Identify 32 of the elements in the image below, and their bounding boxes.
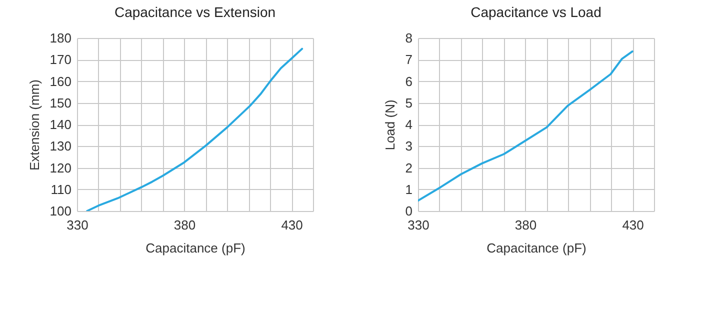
x-tick-label: 330 (408, 218, 430, 232)
y-tick-label: 100 (50, 204, 72, 218)
y-tick-label: 1 (405, 182, 412, 197)
y-tick-label: 180 (50, 30, 72, 46)
y-tick-label: 130 (50, 138, 72, 154)
y-tick-label: 3 (405, 138, 412, 154)
line-series (86, 48, 304, 211)
line-series (418, 50, 634, 202)
x-tick-label: 380 (514, 218, 537, 232)
x-axis-title: Capacitance (pF) (486, 240, 586, 256)
y-tick-label: 7 (405, 52, 412, 68)
y-tick-label: 8 (405, 30, 412, 46)
chart-title: Capacitance vs Extension (114, 4, 276, 20)
y-tick-label: 5 (405, 95, 412, 110)
x-tick-label: 330 (66, 218, 88, 232)
x-axis-title: Capacitance (pF) (146, 240, 246, 256)
x-tick-label: 430 (622, 218, 644, 232)
chart-title: Capacitance vs Load (470, 4, 602, 20)
y-tick-label: 6 (405, 74, 412, 89)
y-axis-title: Load (N) (382, 100, 398, 150)
y-axis-title: Extension (mm) (26, 79, 42, 171)
x-tick-label: 380 (174, 218, 196, 232)
y-tick-label: 4 (405, 117, 412, 132)
y-tick-label: 120 (50, 160, 72, 176)
y-tick-label: 160 (50, 74, 72, 89)
y-tick-label: 150 (50, 95, 72, 110)
x-tick-label: 430 (281, 218, 303, 232)
y-tick-label: 110 (50, 182, 72, 197)
y-tick-label: 2 (405, 160, 412, 176)
y-tick-label: 170 (50, 52, 72, 68)
y-tick-label: 140 (50, 117, 72, 132)
y-tick-label: 0 (405, 204, 412, 218)
